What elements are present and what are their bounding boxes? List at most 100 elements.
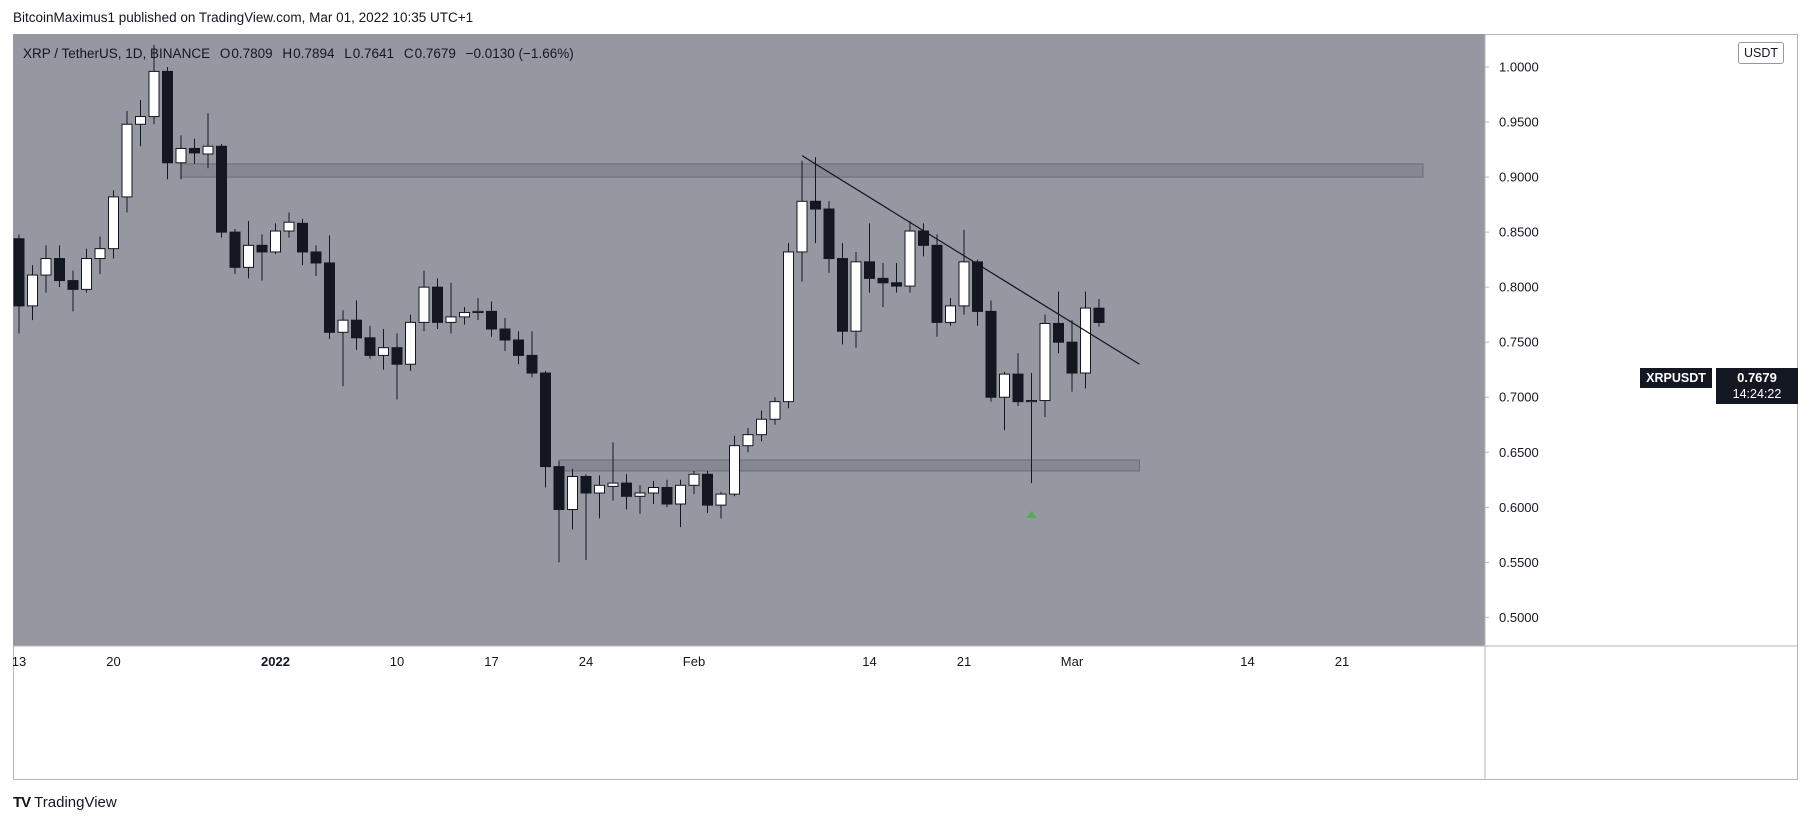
candle-up[interactable] (283, 212, 295, 238)
candle-up[interactable] (175, 135, 187, 180)
time-tick-label: 24 (579, 654, 593, 669)
candle-body (27, 274, 38, 307)
candle-down[interactable] (526, 331, 538, 378)
candle-down[interactable] (499, 317, 511, 352)
high-label: H (282, 46, 293, 61)
candle-up[interactable] (715, 491, 727, 519)
candle-up[interactable] (769, 397, 781, 425)
candle-body (351, 319, 362, 339)
candle-down[interactable] (162, 67, 173, 180)
candle-up[interactable] (1080, 291, 1091, 389)
candle-down[interactable] (310, 245, 322, 277)
candle-down[interactable] (877, 262, 889, 307)
candle-body (661, 486, 673, 505)
candle-up[interactable] (445, 282, 457, 334)
candle-up[interactable] (148, 45, 160, 125)
candle-up[interactable] (688, 470, 700, 495)
candle-down[interactable] (931, 234, 943, 337)
currency-badge[interactable]: USDT (1738, 42, 1784, 64)
candle-down[interactable] (229, 228, 241, 274)
candle-down[interactable] (661, 479, 673, 508)
candle-down[interactable] (67, 270, 79, 312)
candle-up[interactable] (472, 298, 484, 321)
candle-up[interactable] (594, 475, 605, 519)
candle-down[interactable] (54, 245, 65, 288)
candle-down[interactable] (985, 300, 997, 402)
candle-down[interactable] (810, 157, 821, 244)
candle-up[interactable] (850, 251, 862, 348)
candle-down[interactable] (189, 138, 200, 164)
candle-up[interactable] (378, 328, 389, 370)
candle-up[interactable] (108, 190, 119, 259)
price-axis[interactable]: 1.0000 0.9500 0.9000 0.8500 0.8000 0.7500 0.70… (1485, 60, 1539, 625)
candle-down[interactable] (823, 201, 835, 273)
candle-down[interactable] (621, 474, 632, 510)
candle-down[interactable] (864, 223, 875, 293)
descending-trendline[interactable] (801, 155, 1140, 365)
candle-down[interactable] (513, 331, 524, 365)
candle-body (985, 310, 997, 398)
candle-down[interactable] (702, 470, 713, 513)
candle-up[interactable] (202, 113, 214, 169)
candle-up[interactable] (634, 485, 646, 514)
candle-up[interactable] (999, 371, 1010, 431)
candle-down[interactable] (1066, 320, 1078, 392)
candle-up[interactable] (418, 270, 430, 332)
price-tick-label: 0.5000 (1499, 610, 1539, 625)
candle-up[interactable] (675, 479, 686, 528)
candle-down[interactable] (297, 218, 308, 266)
candle-up[interactable] (1039, 314, 1051, 418)
candle-down[interactable] (216, 144, 227, 238)
candle-up[interactable] (270, 223, 281, 255)
candle-up[interactable] (94, 236, 106, 274)
candle-up[interactable] (729, 435, 740, 497)
candle-down[interactable] (1012, 353, 1024, 407)
candle-up[interactable] (607, 442, 619, 501)
candle-down[interactable] (891, 262, 902, 293)
candle-down[interactable] (351, 300, 362, 350)
candle-up[interactable] (756, 410, 767, 442)
candle-body (931, 244, 943, 323)
candle-body (526, 354, 538, 374)
candle-up[interactable] (648, 480, 659, 505)
candle-up[interactable] (459, 306, 470, 325)
candle-up[interactable] (904, 221, 916, 293)
plot-area[interactable] (13, 34, 1485, 646)
tradingview-brand: TradingView (34, 794, 117, 811)
candle-up[interactable] (27, 265, 38, 321)
candlestick-chart[interactable]: 1.0000 0.9500 0.9000 0.8500 0.8000 0.7500 0.70… (13, 34, 1798, 780)
candle-up[interactable] (405, 314, 416, 371)
candle-up[interactable] (81, 248, 92, 293)
candle-up[interactable] (243, 221, 254, 279)
candle-down[interactable] (1093, 298, 1105, 327)
candle-up[interactable] (135, 100, 146, 147)
candle-up[interactable] (796, 160, 808, 282)
candle-down[interactable] (391, 333, 403, 400)
candle-down[interactable] (972, 259, 983, 326)
candle-up[interactable] (337, 310, 349, 387)
candle-down[interactable] (13, 234, 25, 334)
candle-up[interactable] (958, 229, 970, 315)
candle-down[interactable] (553, 461, 565, 563)
horizontal-zone[interactable] (558, 459, 1140, 472)
candle-up[interactable] (40, 245, 52, 293)
tradingview-logo[interactable]: TV TradingView (13, 794, 117, 811)
candle-down[interactable] (432, 278, 443, 329)
candle-up[interactable] (567, 468, 578, 530)
candle-down[interactable] (540, 370, 551, 488)
candle-down[interactable] (1053, 291, 1064, 354)
time-axis[interactable]: 13 20 2022 10 17 24 Feb 14 21 Mar 14 21 (13, 654, 1349, 669)
candle-down[interactable] (256, 234, 268, 281)
candle-body (229, 231, 241, 268)
candle-down[interactable] (837, 243, 848, 345)
candle-up[interactable] (742, 428, 754, 453)
candle-down[interactable] (324, 235, 335, 339)
candle-up[interactable] (121, 111, 133, 213)
candle-up[interactable] (1026, 373, 1037, 484)
candle-down[interactable] (486, 301, 497, 337)
candle-up[interactable] (945, 298, 956, 326)
candle-down[interactable] (364, 325, 376, 359)
symbol-pair[interactable]: XRP / TetherUS, 1D, BINANCE (23, 46, 211, 61)
candle-down[interactable] (580, 474, 592, 561)
candle-up[interactable] (783, 243, 794, 409)
